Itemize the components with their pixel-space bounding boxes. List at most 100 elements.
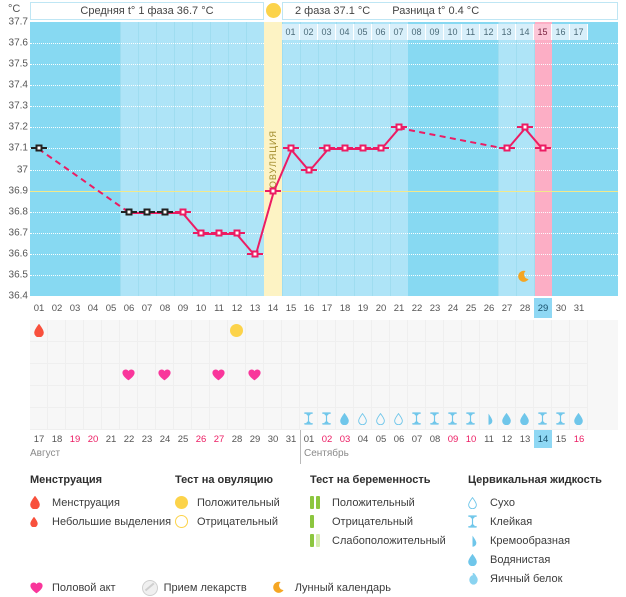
- cycle-day-label[interactable]: 17: [321, 302, 333, 314]
- cycle-day-label[interactable]: 19: [357, 302, 369, 314]
- marker-cell[interactable]: [534, 320, 552, 342]
- marker-cell[interactable]: [228, 342, 246, 364]
- cycle-day-label[interactable]: 22: [411, 302, 423, 314]
- phase2-day-cell[interactable]: 07: [390, 24, 408, 40]
- phase2-day-cell[interactable]: 13: [498, 24, 516, 40]
- marker-cell[interactable]: [138, 386, 156, 408]
- calendar-day-label[interactable]: 02: [321, 433, 333, 445]
- calendar-day-label[interactable]: 18: [51, 433, 63, 445]
- marker-cell[interactable]: [372, 320, 390, 342]
- cycle-day-label[interactable]: 23: [429, 302, 441, 314]
- marker-cell[interactable]: [372, 342, 390, 364]
- cycle-day-label[interactable]: 03: [69, 302, 81, 314]
- cycle-day-label[interactable]: 16: [303, 302, 315, 314]
- phase2-day-cell[interactable]: 12: [480, 24, 498, 40]
- calendar-day-label[interactable]: 03: [339, 433, 351, 445]
- marker-cell[interactable]: [138, 320, 156, 342]
- chart-day-column[interactable]: [174, 22, 192, 296]
- marker-cell[interactable]: [282, 320, 300, 342]
- chart-day-column[interactable]: [408, 22, 426, 296]
- marker-cell[interactable]: [120, 386, 138, 408]
- calendar-day-label[interactable]: 04: [357, 433, 369, 445]
- cervical-fluid-icon[interactable]: [498, 408, 516, 430]
- marker-cell[interactable]: [318, 364, 336, 386]
- marker-cell[interactable]: [120, 408, 138, 430]
- calendar-day-label[interactable]: 06: [393, 433, 405, 445]
- marker-cell[interactable]: [444, 320, 462, 342]
- marker-cell[interactable]: [408, 320, 426, 342]
- marker-cell[interactable]: [138, 408, 156, 430]
- marker-cell[interactable]: [120, 342, 138, 364]
- phase2-day-cell[interactable]: 14: [516, 24, 534, 40]
- cervical-fluid-icon[interactable]: [570, 408, 588, 430]
- marker-cell[interactable]: [102, 364, 120, 386]
- temperature-point[interactable]: [341, 144, 349, 152]
- marker-cell[interactable]: [264, 320, 282, 342]
- phase2-day-cell[interactable]: 01: [282, 24, 300, 40]
- temperature-point[interactable]: [143, 208, 151, 216]
- marker-cell[interactable]: [498, 386, 516, 408]
- marker-cell[interactable]: [84, 320, 102, 342]
- marker-cell[interactable]: [30, 408, 48, 430]
- cycle-day-label[interactable]: 09: [177, 302, 189, 314]
- temperature-point[interactable]: [323, 144, 331, 152]
- marker-cell[interactable]: [534, 364, 552, 386]
- marker-cell[interactable]: [156, 386, 174, 408]
- marker-cell[interactable]: [174, 364, 192, 386]
- cycle-day-label[interactable]: 12: [231, 302, 243, 314]
- chart-day-column[interactable]: [570, 22, 588, 296]
- temperature-point[interactable]: [287, 144, 295, 152]
- marker-cell[interactable]: [210, 386, 228, 408]
- marker-cell[interactable]: [408, 364, 426, 386]
- marker-cell[interactable]: [174, 342, 192, 364]
- marker-cell[interactable]: [192, 364, 210, 386]
- cycle-day-label[interactable]: 10: [195, 302, 207, 314]
- marker-cell[interactable]: [102, 408, 120, 430]
- chart-day-column[interactable]: [246, 22, 264, 296]
- calendar-day-label[interactable]: 28: [231, 433, 243, 445]
- marker-cell[interactable]: [426, 386, 444, 408]
- calendar-day-label[interactable]: 29: [249, 433, 261, 445]
- calendar-day-label[interactable]: 20: [87, 433, 99, 445]
- plot-area[interactable]: [30, 22, 618, 296]
- cycle-day-label[interactable]: 29: [534, 298, 552, 318]
- marker-cell[interactable]: [48, 408, 66, 430]
- chart-day-column[interactable]: [192, 22, 210, 296]
- calendar-day-label[interactable]: 27: [213, 433, 225, 445]
- intercourse-icon[interactable]: [120, 364, 138, 386]
- marker-cell[interactable]: [300, 386, 318, 408]
- marker-cell[interactable]: [228, 364, 246, 386]
- cycle-day-label[interactable]: 11: [214, 302, 224, 314]
- temperature-point[interactable]: [377, 144, 385, 152]
- intercourse-icon[interactable]: [156, 364, 174, 386]
- marker-cell[interactable]: [264, 342, 282, 364]
- marker-cell[interactable]: [354, 364, 372, 386]
- marker-cell[interactable]: [408, 386, 426, 408]
- marker-cell[interactable]: [246, 386, 264, 408]
- cervical-fluid-icon[interactable]: [462, 408, 480, 430]
- chart-day-column[interactable]: [120, 22, 138, 296]
- marker-cell[interactable]: [246, 342, 264, 364]
- marker-cell[interactable]: [282, 364, 300, 386]
- marker-cell[interactable]: [156, 408, 174, 430]
- intercourse-icon[interactable]: [246, 364, 264, 386]
- temperature-point[interactable]: [215, 229, 223, 237]
- cervical-fluid-icon[interactable]: [336, 408, 354, 430]
- marker-cell[interactable]: [516, 320, 534, 342]
- calendar-day-label[interactable]: 09: [447, 433, 459, 445]
- marker-cell[interactable]: [372, 364, 390, 386]
- calendar-day-label[interactable]: 05: [375, 433, 387, 445]
- marker-cell[interactable]: [228, 408, 246, 430]
- chart-day-column[interactable]: [480, 22, 498, 296]
- phase2-day-cell[interactable]: 05: [354, 24, 372, 40]
- cervical-fluid-icon[interactable]: [408, 408, 426, 430]
- calendar-day-label[interactable]: 31: [285, 433, 297, 445]
- marker-cell[interactable]: [570, 364, 588, 386]
- marker-cell[interactable]: [498, 364, 516, 386]
- marker-cell[interactable]: [192, 408, 210, 430]
- temperature-point[interactable]: [161, 208, 169, 216]
- marker-cell[interactable]: [48, 364, 66, 386]
- marker-cell[interactable]: [570, 386, 588, 408]
- marker-cell[interactable]: [84, 386, 102, 408]
- marker-cell[interactable]: [192, 320, 210, 342]
